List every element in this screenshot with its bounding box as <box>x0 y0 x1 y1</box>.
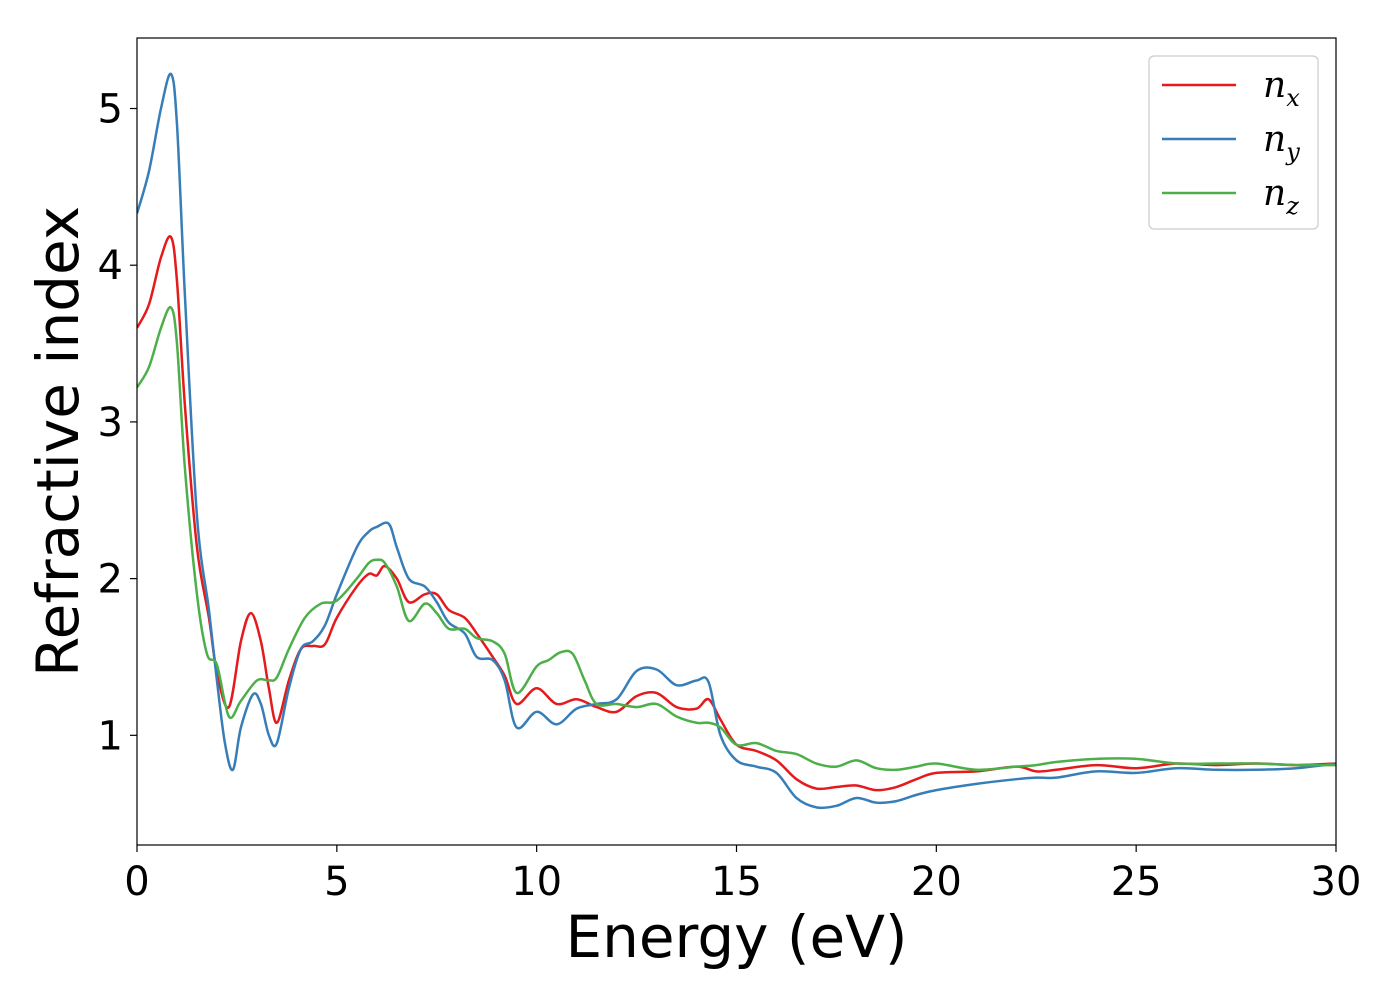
x-tick-label: 10 <box>511 859 562 905</box>
x-tick-label: 20 <box>911 859 962 905</box>
y-tick-label: 2 <box>98 557 123 603</box>
legend-label-nx: nx <box>1263 65 1300 112</box>
legend-label-nz: nz <box>1263 173 1299 220</box>
x-tick-label: 0 <box>124 859 149 905</box>
x-tick-label: 25 <box>1111 859 1162 905</box>
y-tick-label: 4 <box>98 243 123 289</box>
legend-box <box>1148 55 1319 230</box>
x-axis-ticks: 0 5 10 15 20 25 30 <box>124 845 1361 905</box>
legend: nx ny nz <box>1148 55 1319 230</box>
y-tick-label: 5 <box>98 87 123 133</box>
y-tick-label: 3 <box>98 400 123 446</box>
series-line-nz <box>137 305 1336 772</box>
series-line-ny <box>137 72 1336 810</box>
series-layer <box>137 72 1336 810</box>
y-axis-ticks: 1 2 3 4 5 <box>98 87 137 759</box>
x-tick-label: 5 <box>324 859 349 905</box>
series-line-nx <box>137 235 1336 792</box>
y-axis-title: Refractive index <box>24 206 92 677</box>
x-tick-label: 15 <box>711 859 762 905</box>
y-tick-label: 1 <box>98 713 123 759</box>
legend-label-ny: ny <box>1263 119 1300 166</box>
x-tick-label: 30 <box>1311 859 1362 905</box>
x-axis-title: Energy (eV) <box>565 903 907 971</box>
